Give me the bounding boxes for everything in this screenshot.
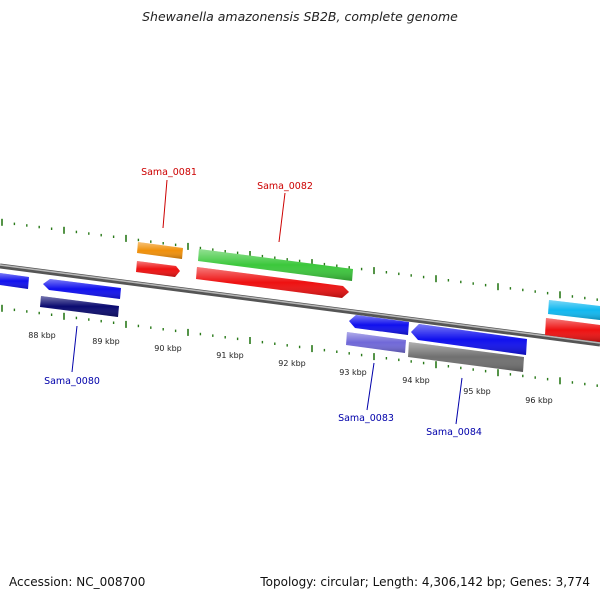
feature-sama-0081-orange[interactable]: [137, 242, 183, 259]
feature-sama-0080-blue[interactable]: [43, 279, 121, 299]
lower-tick-row: [1, 304, 598, 387]
accession-text: Accession: NC_008700: [9, 575, 146, 589]
scale-label: 93 kbp: [339, 368, 367, 377]
gene-label-sama-0082[interactable]: Sama_0082: [257, 181, 313, 192]
feature-sama-0082-green[interactable]: [198, 249, 353, 281]
feature-sama-0081-red[interactable]: [136, 261, 180, 277]
leader-lines: [71, 179, 463, 425]
map-title: Shewanella amazonensis SB2B, complete ge…: [142, 9, 458, 24]
scale-label: 89 kbp: [92, 337, 120, 346]
feature-sama-0080-navy[interactable]: [40, 296, 119, 317]
feature-right-red[interactable]: [545, 318, 600, 342]
feature-sama-0084-blue[interactable]: [411, 324, 527, 355]
scale-label: 95 kbp: [463, 387, 491, 396]
gene-label-sama-0080[interactable]: Sama_0080: [44, 376, 100, 387]
feature-left-blue[interactable]: [0, 273, 29, 289]
feature-sama-0083-lavender[interactable]: [346, 332, 406, 353]
feature-sama-0083-blue[interactable]: [349, 315, 409, 335]
feature-sama-0082-red[interactable]: [196, 267, 349, 298]
gene-label-sama-0081[interactable]: Sama_0081: [141, 167, 197, 178]
feature-sama-0084-grey[interactable]: [408, 342, 524, 372]
scale-label: 92 kbp: [278, 359, 306, 368]
scale-label: 88 kbp: [28, 331, 56, 340]
gene-label-sama-0083[interactable]: Sama_0083: [338, 413, 394, 424]
genome-summary-text: Topology: circular; Length: 4,306,142 bp…: [260, 575, 590, 589]
scale-label: 94 kbp: [402, 376, 430, 385]
feature-right-cyan[interactable]: [548, 300, 600, 320]
gene-label-sama-0084[interactable]: Sama_0084: [426, 427, 482, 438]
backbone: [0, 263, 600, 347]
scale-label: 96 kbp: [525, 396, 553, 405]
scale-label: 90 kbp: [154, 344, 182, 353]
scale-label: 91 kbp: [216, 351, 244, 360]
